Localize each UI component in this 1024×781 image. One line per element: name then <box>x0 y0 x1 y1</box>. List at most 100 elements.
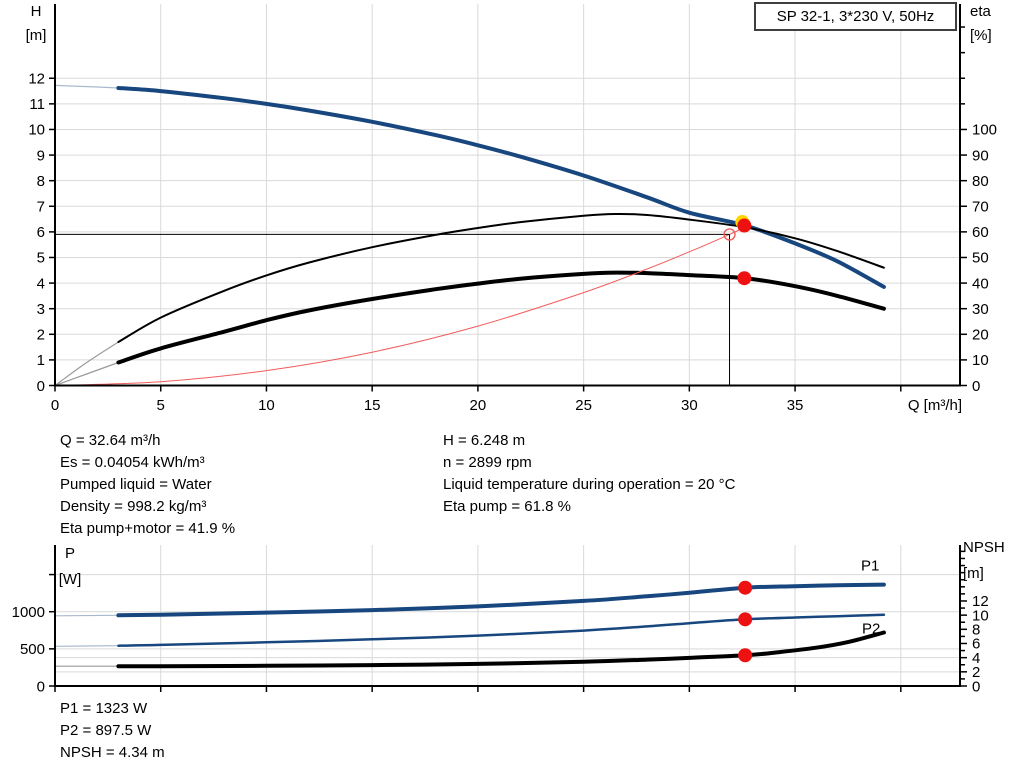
qh-chart: 0 5 10 15 20 25 30 3501234567891011120102030405… <box>26 3 997 414</box>
duty-point-npsh[interactable] <box>738 648 753 663</box>
info-line-p2: P2 = 897.5 W <box>60 722 152 739</box>
head-curve <box>116 86 886 289</box>
svg-text:5: 5 <box>157 397 165 414</box>
svg-text:[%]: [%] <box>970 27 992 44</box>
svg-text:10: 10 <box>972 607 989 624</box>
info-line-liquid: Pumped liquid = Water <box>60 476 212 493</box>
duty-info-right: H = 6.248 m n = 2899 rpm Liquid temperat… <box>443 430 735 518</box>
svg-text:Q [m³/h]: Q [m³/h] <box>908 397 962 414</box>
svg-text:2: 2 <box>37 327 45 344</box>
duty-info-left: Q = 32.64 m³/h Es = 0.04054 kWh/m³ Pumpe… <box>60 430 235 540</box>
info-line-temperature: Liquid temperature during operation = 20… <box>443 476 736 493</box>
svg-text:60: 60 <box>972 224 989 241</box>
svg-text:2: 2 <box>972 664 980 681</box>
system-curve <box>54 224 751 386</box>
svg-text:12: 12 <box>972 593 989 610</box>
svg-text:0: 0 <box>37 678 45 695</box>
svg-text:5: 5 <box>37 250 45 267</box>
svg-text:4: 4 <box>972 650 980 667</box>
svg-text:15: 15 <box>364 397 381 414</box>
eta-pump-curve-lead-in <box>54 341 119 386</box>
svg-text:6: 6 <box>37 224 45 241</box>
svg-text:20: 20 <box>470 397 487 414</box>
duty-point-eta[interactable] <box>737 271 752 286</box>
svg-text:0: 0 <box>51 397 59 414</box>
svg-text:70: 70 <box>972 199 989 216</box>
p1-curve <box>116 582 886 618</box>
axes <box>54 545 961 687</box>
tick-marks <box>49 550 967 692</box>
svg-text:8: 8 <box>37 173 45 190</box>
duty-point-p1[interactable] <box>738 580 753 595</box>
svg-text:25: 25 <box>575 397 592 414</box>
svg-text:H: H <box>31 3 42 20</box>
tick-marks <box>49 26 967 392</box>
info-line-eta-pump-motor: Eta pump+motor = 41.9 % <box>60 520 236 537</box>
svg-text:7: 7 <box>37 199 45 216</box>
duty-point-qh[interactable] <box>737 218 752 233</box>
svg-text:[m]: [m] <box>26 27 47 44</box>
svg-text:eta: eta <box>970 3 992 20</box>
svg-text:[m]: [m] <box>963 565 984 582</box>
axes <box>54 4 961 387</box>
info-line-p1: P1 = 1323 W <box>60 700 148 717</box>
duty-crosshair <box>55 233 731 386</box>
spec-duty-point[interactable] <box>723 228 736 241</box>
eta-pump-motor-curve <box>116 270 886 365</box>
info-line-density: Density = 998.2 kg/m³ <box>60 498 207 515</box>
svg-text:0: 0 <box>37 378 45 395</box>
svg-text:8: 8 <box>972 622 980 639</box>
svg-text:80: 80 <box>972 173 989 190</box>
svg-text:35: 35 <box>787 397 804 414</box>
svg-text:10: 10 <box>258 397 275 414</box>
series-label-P2: P2 <box>862 620 880 637</box>
axis-titles: H [m] eta [%] Q [m³/h] <box>26 3 992 414</box>
eta-pump-motor-curve-lead-in <box>54 361 119 387</box>
svg-text:11: 11 <box>29 96 45 113</box>
info-line-h: H = 6.248 m <box>443 432 526 449</box>
gridlines <box>55 545 960 686</box>
info-line-npsh: NPSH = 4.34 m <box>60 744 165 761</box>
svg-text:3: 3 <box>37 301 45 318</box>
svg-text:90: 90 <box>972 147 989 164</box>
svg-text:6: 6 <box>972 636 980 653</box>
power-info: P1 = 1323 W P2 = 897.5 W NPSH = 4.34 m <box>60 698 165 764</box>
svg-text:[W]: [W] <box>59 571 82 588</box>
p2-curve-lead-in <box>54 645 119 647</box>
axis-titles: P [W] NPSH [m] <box>59 539 1005 588</box>
svg-text:500: 500 <box>20 641 45 658</box>
svg-text:P: P <box>65 545 75 562</box>
svg-text:NPSH: NPSH <box>963 539 1005 556</box>
svg-text:30: 30 <box>972 301 989 318</box>
svg-text:100: 100 <box>972 122 997 139</box>
info-line-n: n = 2899 rpm <box>443 454 532 471</box>
svg-text:9: 9 <box>37 147 45 164</box>
pump-title-box: SP 32-1, 3*230 V, 50Hz <box>754 2 957 31</box>
svg-text:0: 0 <box>972 678 980 695</box>
svg-text:1000: 1000 <box>12 604 45 621</box>
info-line-es: Es = 0.04054 kWh/m³ <box>60 454 205 471</box>
series-label-P1: P1 <box>861 557 879 574</box>
svg-text:4: 4 <box>37 275 45 292</box>
svg-text:10: 10 <box>28 122 45 139</box>
p1-curve-lead-in <box>54 614 119 617</box>
svg-text:30: 30 <box>681 397 698 414</box>
eta-pump-curve <box>117 212 885 343</box>
head-curve-lead-in <box>54 84 119 89</box>
duty-point-p2[interactable] <box>738 612 753 627</box>
info-line-eta-pump: Eta pump = 61.8 % <box>443 498 571 515</box>
svg-text:10: 10 <box>972 352 989 369</box>
npsh-curve <box>116 630 886 669</box>
gridlines <box>55 4 960 386</box>
svg-text:50: 50 <box>972 250 989 267</box>
p2-curve <box>117 613 886 647</box>
svg-text:12: 12 <box>28 71 45 88</box>
tick-labels: 0 5 10 15 20 25 30 3501234567891011120102030405… <box>28 71 997 414</box>
pump-title-label: SP 32-1, 3*230 V, 50Hz <box>776 8 935 25</box>
svg-text:20: 20 <box>972 327 989 344</box>
svg-text:1: 1 <box>37 352 45 369</box>
svg-text:0: 0 <box>972 378 980 395</box>
